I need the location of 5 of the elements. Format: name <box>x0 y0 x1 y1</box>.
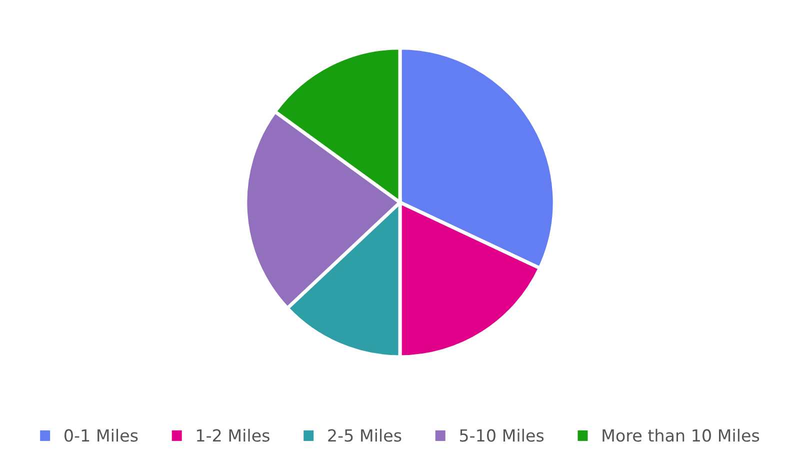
legend-label: 5-10 Miles <box>460 428 544 442</box>
legend-label: 1-2 Miles <box>197 428 270 442</box>
legend-label: 2-5 Miles <box>328 428 402 442</box>
legend-label: More than 10 Miles <box>602 428 760 442</box>
legend-label: 0-1 Miles <box>64 428 138 442</box>
